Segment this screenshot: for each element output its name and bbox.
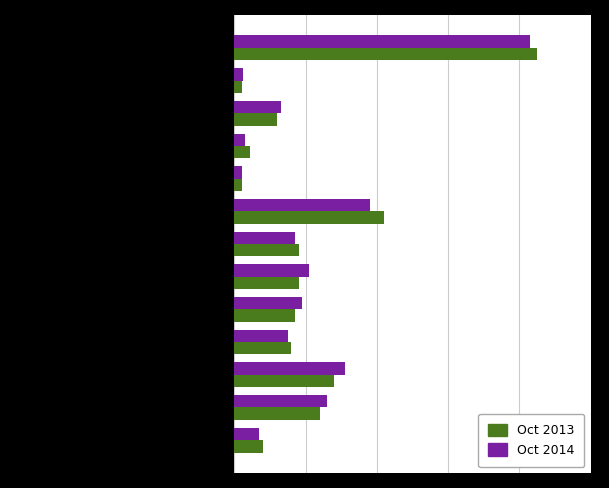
Bar	[234, 48, 537, 61]
Bar	[234, 329, 288, 342]
Bar	[234, 407, 320, 420]
Bar	[234, 166, 242, 179]
Bar	[234, 134, 245, 146]
Bar	[234, 277, 298, 289]
Bar	[234, 211, 384, 224]
Legend: Oct 2013, Oct 2014: Oct 2013, Oct 2014	[478, 414, 585, 467]
Bar	[234, 232, 295, 244]
Bar	[234, 309, 295, 322]
Bar	[234, 264, 309, 277]
Bar	[234, 101, 281, 113]
Bar	[234, 199, 370, 211]
Bar	[234, 146, 250, 159]
Bar	[234, 68, 244, 81]
Bar	[234, 179, 242, 191]
Bar	[234, 440, 263, 452]
Bar	[234, 244, 298, 256]
Bar	[234, 427, 259, 440]
Bar	[234, 36, 530, 48]
Bar	[234, 362, 345, 375]
Bar	[234, 375, 334, 387]
Bar	[234, 113, 277, 126]
Bar	[234, 342, 292, 354]
Bar	[234, 297, 302, 309]
Bar	[234, 395, 327, 407]
Bar	[234, 81, 242, 93]
